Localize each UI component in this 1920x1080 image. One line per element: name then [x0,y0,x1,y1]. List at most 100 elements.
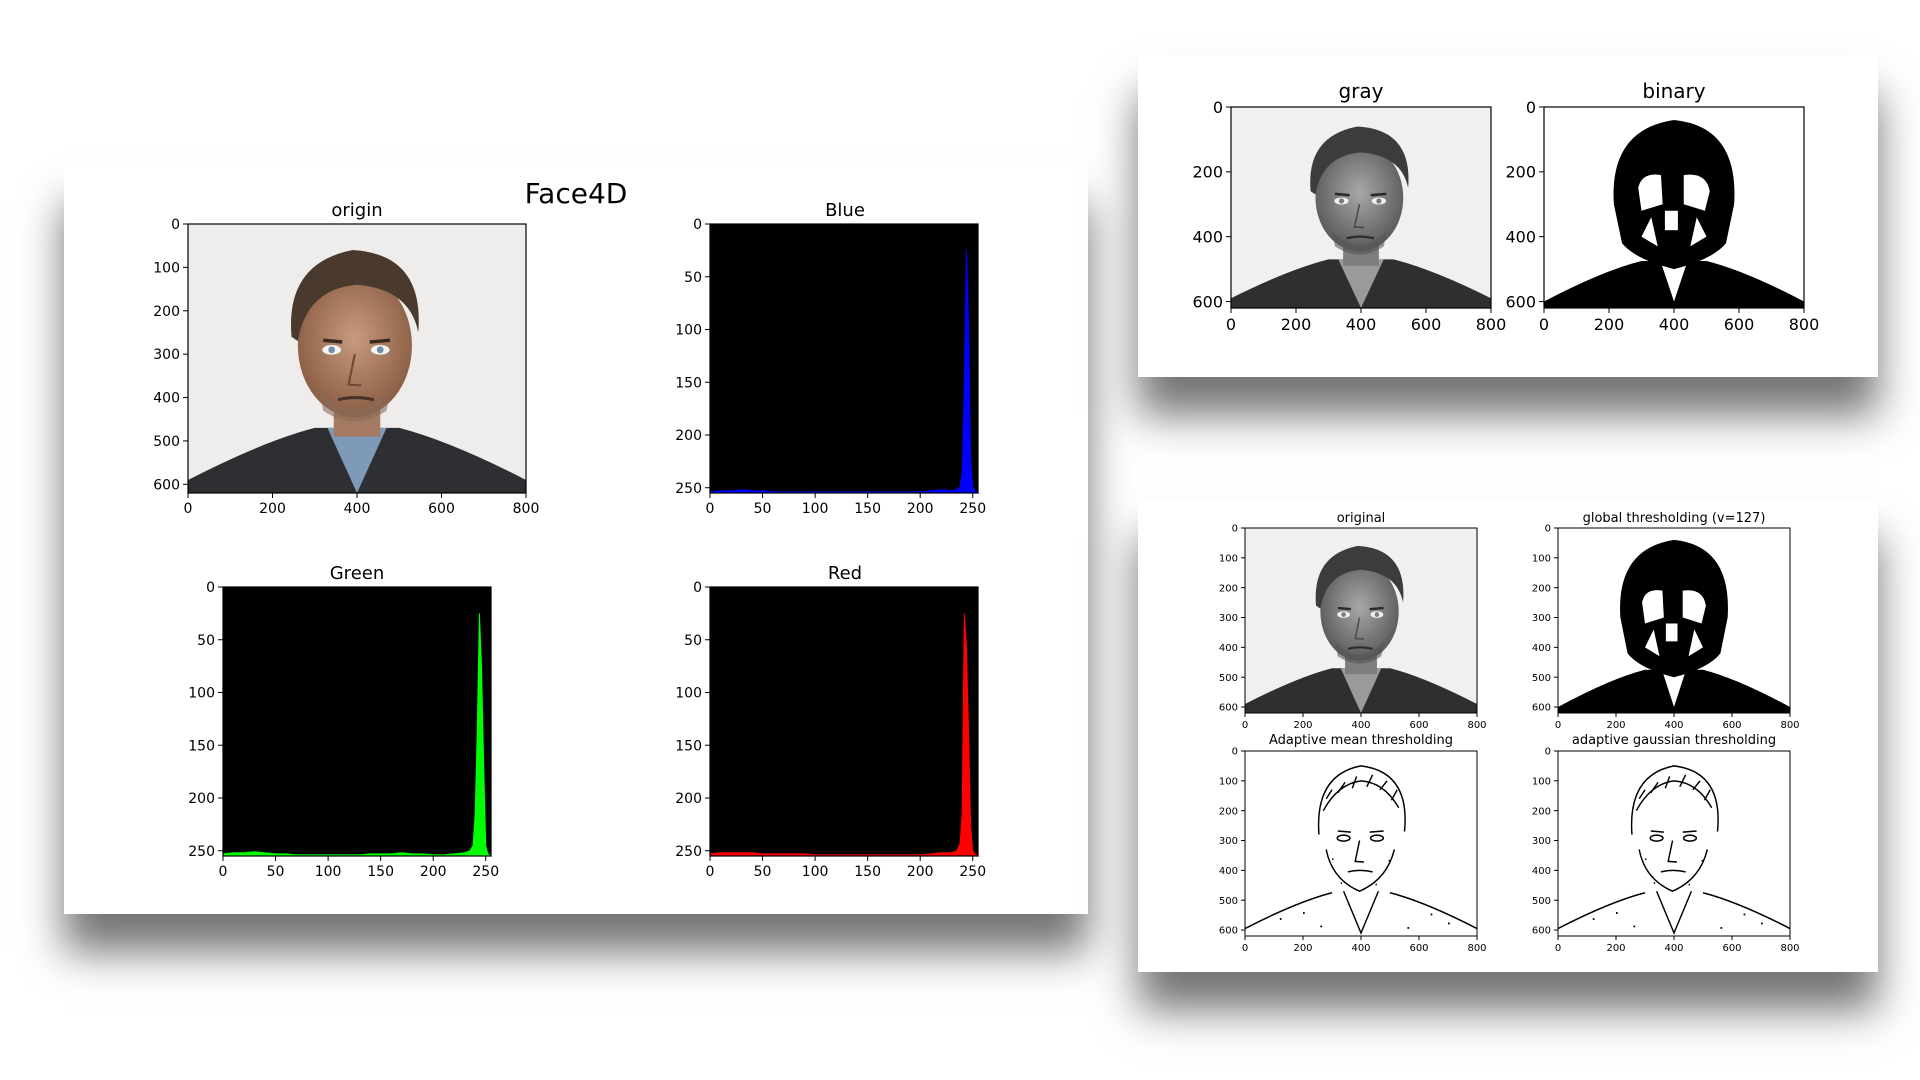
subplot-title-green: Green [330,563,385,584]
origin-ytick-label: 100 [153,260,180,276]
red-xtick-label: 250 [959,864,986,880]
origin-xtick-label: 200 [259,501,286,517]
original-xtick-label: 400 [1351,720,1370,731]
blue-xtick-label: 250 [959,501,986,517]
blue-xtick-label: 200 [907,501,934,517]
green-ytick-label: 200 [188,791,215,807]
red-ytick-label: 0 [693,580,702,596]
blue-ytick-label: 250 [675,481,702,497]
subplot-title-blue: Blue [825,200,865,221]
adaptive-gaussian-xtick-label: 200 [1606,943,1625,954]
binary-xtick-label: 800 [1789,315,1820,334]
subplot-title-red: Red [828,563,862,584]
red-xtick-label: 200 [907,864,934,880]
global-xtick-label: 200 [1606,720,1625,731]
blue-ytick-label: 100 [675,323,702,339]
global-ytick-label: 600 [1532,703,1551,714]
adaptive-gaussian-xtick-label: 800 [1780,943,1799,954]
original-xtick-label: 600 [1409,720,1428,731]
adaptive-gaussian-xtick-label: 0 [1555,943,1561,954]
adaptive-gaussian-ytick-label: 0 [1545,747,1551,758]
subplot-title-adaptive-gaussian: adaptive gaussian thresholding [1572,733,1776,748]
global-ytick-label: 400 [1532,643,1551,654]
global-xtick-label: 800 [1780,720,1799,731]
red-xtick-label: 50 [754,864,772,880]
blue-ytick-label: 50 [684,270,702,286]
binary-xtick-label: 400 [1659,315,1690,334]
adaptive-gaussian-ytick-label: 200 [1532,806,1551,817]
gray-ytick-label: 0 [1213,98,1223,117]
global-ytick-label: 300 [1532,613,1551,624]
original-image [1245,528,1477,713]
red-ytick-label: 150 [675,738,702,754]
original-xtick-label: 0 [1242,720,1248,731]
adaptive-mean-ytick-label: 200 [1219,806,1238,817]
gray-ytick-label: 600 [1192,292,1223,311]
gray-image [1231,107,1491,308]
red-ytick-label: 200 [675,791,702,807]
blue-xtick-label: 100 [802,501,829,517]
adaptive-gaussian-ytick-label: 100 [1532,776,1551,787]
origin-axes [188,224,526,493]
global-ytick-label: 0 [1545,524,1551,535]
green-histogram-axes [223,587,491,856]
global-ytick-label: 200 [1532,583,1551,594]
figure-suptitle: Face4D [525,177,628,210]
green-ytick-label: 250 [188,844,215,860]
green-xtick-label: 250 [472,864,499,880]
adaptive-mean-ytick-label: 400 [1219,866,1238,877]
gray-ytick-label: 200 [1192,163,1223,182]
original-xtick-label: 800 [1467,720,1486,731]
adaptive-gaussian-ytick-label: 300 [1532,836,1551,847]
subplot-title-global-thresholding: global thresholding (v=127) [1583,511,1766,526]
original-ytick-label: 0 [1232,524,1238,535]
red-ytick-label: 50 [684,633,702,649]
global-threshold-image [1558,528,1790,713]
red-xtick-label: 150 [854,864,881,880]
adaptive-mean-xtick-label: 600 [1409,943,1428,954]
green-ytick-label: 50 [197,633,215,649]
adaptive-gaussian-image [1558,751,1790,936]
global-xtick-label: 400 [1664,720,1683,731]
adaptive-gaussian-ytick-label: 400 [1532,866,1551,877]
adaptive-mean-xtick-label: 800 [1467,943,1486,954]
adaptive-mean-ytick-label: 100 [1219,776,1238,787]
binary-ytick-label: 200 [1505,163,1536,182]
blue-ytick-label: 0 [693,217,702,233]
origin-xtick-label: 0 [184,501,193,517]
global-xtick-label: 600 [1722,720,1741,731]
origin-ytick-label: 200 [153,304,180,320]
adaptive-mean-ytick-label: 300 [1219,836,1238,847]
thresholding-panel: original global thresholding (v=127) Ada… [1138,499,1878,972]
green-xtick-label: 100 [315,864,342,880]
main-figure-panel: Face4D origin Blue Green Red 0 200 400 600 8… [64,166,1088,914]
origin-ytick-label: 500 [153,434,180,450]
adaptive-mean-xtick-label: 400 [1351,943,1370,954]
adaptive-mean-ytick-label: 600 [1219,926,1238,937]
binary-image [1544,107,1804,308]
subplot-title-origin: origin [331,200,382,221]
original-ytick-label: 600 [1219,703,1238,714]
adaptive-gaussian-xtick-label: 400 [1664,943,1683,954]
green-ytick-label: 100 [188,686,215,702]
adaptive-gaussian-xtick-label: 600 [1722,943,1741,954]
red-xtick-label: 0 [706,864,715,880]
gray-xtick-label: 400 [1346,315,1377,334]
adaptive-gaussian-ytick-label: 500 [1532,896,1551,907]
red-histogram-axes [710,587,978,856]
global-ytick-label: 500 [1532,673,1551,684]
origin-image [188,224,526,493]
subplot-title-original: original [1337,511,1386,526]
gray-xtick-label: 0 [1226,315,1236,334]
subplot-title-gray: gray [1338,79,1383,103]
binary-xtick-label: 200 [1594,315,1625,334]
origin-xtick-label: 400 [344,501,371,517]
gray-binary-figure: gray binary 0 200 400 600 80002004006000 200 4… [1138,56,1878,377]
original-ytick-label: 100 [1219,553,1238,564]
blue-xtick-label: 50 [754,501,772,517]
blue-ytick-label: 150 [675,375,702,391]
binary-xtick-label: 0 [1539,315,1549,334]
original-ytick-label: 200 [1219,583,1238,594]
blue-histogram-axes [710,224,978,493]
thresholding-figure: original global thresholding (v=127) Ada… [1138,499,1878,972]
